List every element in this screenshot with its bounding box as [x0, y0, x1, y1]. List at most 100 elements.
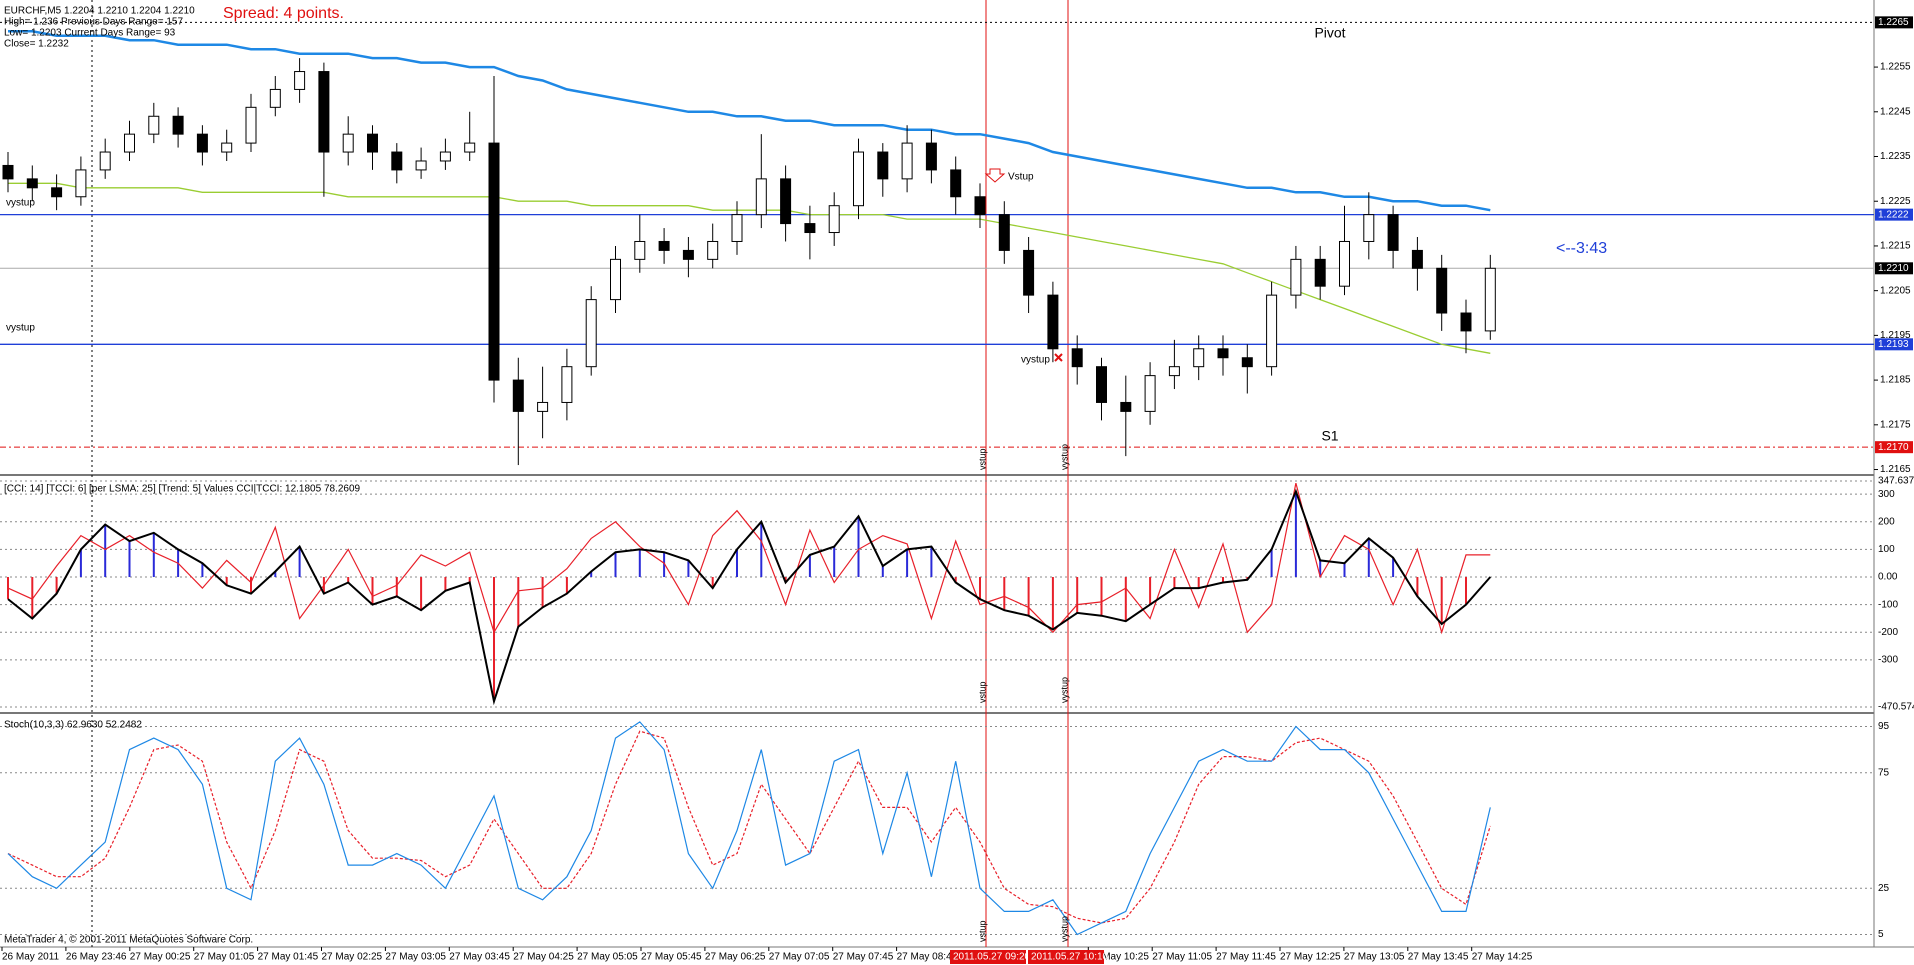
x-tick-label: 27 May 08:45: [897, 952, 958, 963]
x-tick-label: 27 May 13:05: [1344, 952, 1405, 963]
candle-body: [26, 178, 38, 189]
candle-body: [148, 115, 160, 135]
level-label: 1.2193: [1878, 339, 1909, 350]
candle-body: [75, 169, 87, 198]
candle-body: [1363, 214, 1375, 242]
y-tick-label: 95: [1878, 721, 1890, 732]
x-tick-label: 27 May 05:45: [641, 952, 702, 963]
indicator-line: [7, 488, 1492, 706]
y-tick-label: 300: [1878, 489, 1895, 500]
candle-body: [828, 205, 840, 234]
candle-body: [634, 240, 646, 260]
candle-body: [1071, 348, 1083, 368]
candle-body: [1314, 258, 1326, 287]
info-line: Low= 1.2203 Current Days Range= 93: [4, 28, 176, 39]
y-tick-label: -470.574: [1878, 702, 1914, 713]
info-line: Close= 1.2232: [4, 39, 69, 50]
candle-body: [1460, 312, 1472, 332]
y-tick-label: 200: [1878, 516, 1895, 527]
moving-average: [8, 182, 1491, 354]
x-tick-label: 27 May 11:45: [1216, 952, 1276, 963]
candle-body: [51, 187, 63, 198]
candle-body: [1484, 267, 1496, 332]
candle-body: [415, 160, 427, 171]
candle-body: [245, 106, 257, 144]
y-tick-label: 100: [1878, 544, 1895, 555]
info-line: EURCHF,M5 1.2204 1.2210 1.2204 1.2210: [4, 6, 195, 17]
candle-body: [1436, 267, 1448, 314]
candle-body: [585, 299, 597, 368]
x-tick-label: 27 May 12:25: [1280, 952, 1341, 963]
marker-label: vstup: [977, 681, 987, 703]
candle-body: [950, 169, 962, 198]
candle-body: [1290, 258, 1302, 296]
x-tick-label: 27 May 04:25: [513, 952, 574, 963]
candle-body: [367, 133, 378, 153]
candle-body: [682, 249, 694, 260]
y-tick-label: -100: [1878, 599, 1898, 610]
marker-time-box: [1028, 950, 1104, 964]
x-tick-label: 27 May 07:45: [833, 952, 894, 963]
candle-body: [488, 142, 500, 381]
x-tick-label: 27 May 14:25: [1472, 952, 1533, 963]
level-label: 1.2265: [1878, 17, 1909, 28]
level-label-box: [1875, 338, 1913, 351]
x-tick-label: 27 May 06:25: [705, 952, 766, 963]
marker-time-box: [950, 950, 1026, 964]
marker-label: vystup: [1059, 444, 1069, 470]
level-label-box: [1875, 16, 1913, 29]
candle-body: [318, 71, 330, 153]
y-tick-label: 1.2225: [1880, 196, 1911, 207]
candle-body: [2, 164, 14, 180]
candle-body: [512, 379, 524, 412]
annotation: vystup: [6, 323, 35, 334]
y-tick-label: 1.2185: [1880, 375, 1911, 386]
level-label-box: [1875, 208, 1913, 221]
y-tick-label: 1.2235: [1880, 151, 1911, 162]
candle-body: [1168, 366, 1180, 377]
candle-body: [804, 223, 816, 234]
y-tick-label: 5: [1878, 929, 1884, 940]
annotation: S1: [1321, 428, 1338, 444]
annotation: <--3:43: [1556, 240, 1607, 257]
level-label-box: [1875, 441, 1913, 454]
candle-body: [172, 115, 184, 135]
candle-body: [1144, 375, 1156, 412]
x-tick-label: 27 May 03:05: [385, 952, 446, 963]
x-tick-label: 27 May 03:45: [449, 952, 510, 963]
x-tick-label: 27 May 02:25: [322, 952, 383, 963]
x-tick-label: 27 May 00:25: [130, 952, 191, 963]
indicator-line: [7, 482, 1491, 635]
x-tick-label: 27 May 11:05: [1152, 952, 1212, 963]
candle-body: [974, 196, 986, 216]
candle-body: [439, 151, 451, 162]
candle-body: [221, 142, 233, 153]
candle-body: [610, 258, 621, 301]
y-tick-label: 75: [1878, 767, 1890, 778]
y-tick-label: -200: [1878, 627, 1898, 638]
footer: MetaTrader 4, © 2001-2011 MetaQuotes Sof…: [4, 935, 253, 946]
candle-body: [537, 401, 549, 412]
entry-arrow: [984, 168, 1006, 183]
marker-time: 2011.05.27 09:20: [953, 952, 1031, 963]
candle-body: [1411, 249, 1423, 269]
candle-body: [99, 151, 111, 171]
candle-body: [561, 366, 573, 403]
marker-label: vystup: [1059, 677, 1069, 703]
level-label: 1.2222: [1878, 209, 1909, 220]
y-tick-label: 25: [1878, 883, 1890, 894]
marker-label: vstup: [977, 448, 987, 470]
marker-label: vstup: [977, 920, 987, 942]
candle-body: [196, 133, 208, 153]
candle-body: [342, 133, 354, 153]
candle-body: [294, 71, 306, 90]
candle-body: [998, 214, 1010, 251]
y-tick-label: -300: [1878, 655, 1898, 666]
candle-body: [1023, 249, 1035, 296]
candle-body: [1266, 294, 1278, 368]
x-tick-label: 27 May 01:45: [258, 952, 319, 963]
info-line: High= 1.236 Previous Days Range= 157: [4, 17, 183, 28]
